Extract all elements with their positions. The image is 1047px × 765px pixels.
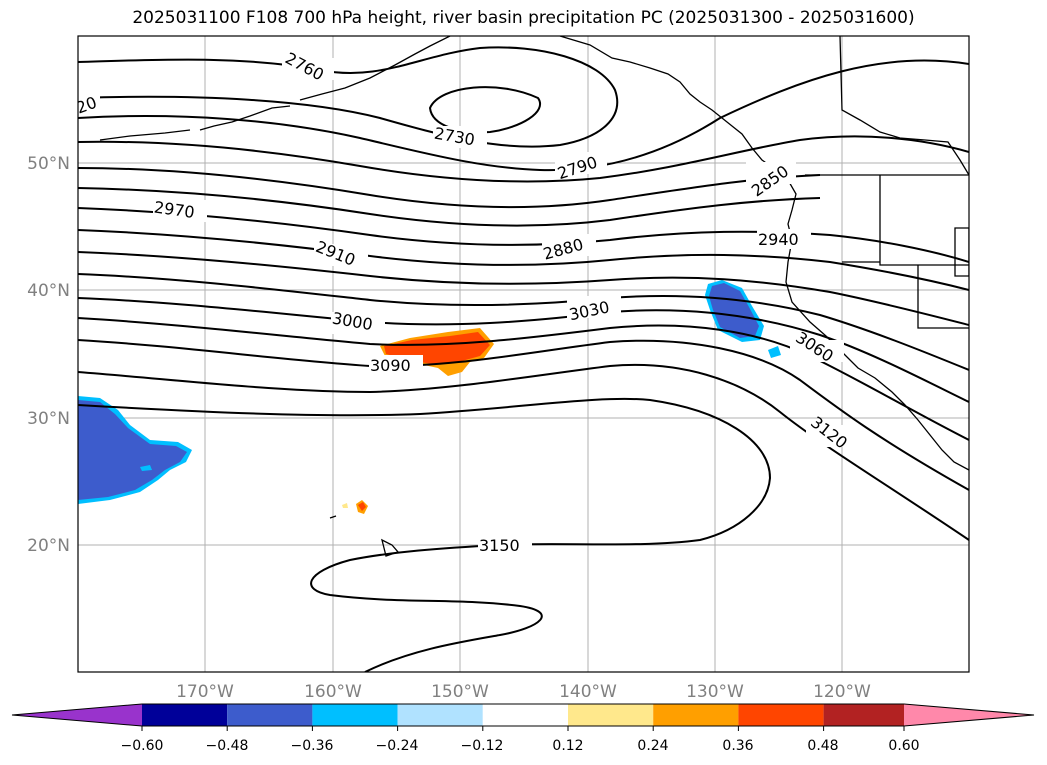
longitude-labels: 170°W 160°W 150°W 140°W 130°W 120°W — [176, 682, 871, 702]
lon-label: 170°W — [176, 682, 234, 702]
colorbar-extend-low — [12, 704, 142, 726]
colorbar-tick-label: −0.60 — [121, 738, 164, 754]
colorbar-tick-label: −0.48 — [206, 738, 249, 754]
contour-labels: 20 2760 2730 2790 2850 2970 2940 2910 28… — [74, 49, 858, 555]
contour-label: 3090 — [370, 356, 411, 375]
lat-label: 20°N — [27, 536, 70, 556]
lon-label: 140°W — [559, 682, 617, 702]
colorbar-segment — [738, 704, 824, 726]
lon-label: 130°W — [686, 682, 744, 702]
colorbar-segment — [142, 704, 228, 726]
precip-anomaly-east — [705, 280, 781, 358]
lon-label: 120°W — [813, 682, 871, 702]
colorbar-tick-label: −0.12 — [461, 738, 504, 754]
latitude-labels: 50°N 40°N 30°N 20°N — [27, 154, 70, 556]
lon-label: 160°W — [304, 682, 362, 702]
colorbar-segment — [568, 704, 654, 726]
colorbar-segment — [653, 704, 739, 726]
colorbar-tick-label: 0.48 — [807, 738, 838, 754]
colorbar-segment — [482, 704, 568, 726]
plot-frame — [77, 35, 970, 673]
map-title: 2025031100 F108 700 hPa height, river ba… — [132, 8, 915, 28]
colorbar-tick-label: 0.36 — [722, 738, 753, 754]
colorbar-tick-label: 0.12 — [552, 738, 583, 754]
colorbar-tick-label: 0.60 — [888, 738, 919, 754]
colorbar-segment — [823, 704, 904, 726]
colorbar: −0.60 −0.48 −0.36 −0.24 −0.12 0.12 0.24 … — [11, 703, 1035, 754]
lat-label: 50°N — [27, 154, 70, 174]
precip-anomaly-west — [78, 396, 192, 504]
colorbar-extend-high — [904, 704, 1034, 726]
lon-label: 150°W — [431, 682, 489, 702]
contour-label: 2940 — [758, 230, 799, 249]
contour-label: 3150 — [479, 536, 520, 555]
colorbar-segment — [227, 704, 313, 726]
lat-label: 30°N — [27, 409, 70, 429]
colorbar-tick-label: −0.36 — [291, 738, 334, 754]
lat-label: 40°N — [27, 281, 70, 301]
colorbar-tick-label: 0.24 — [637, 738, 668, 754]
colorbar-segment — [397, 704, 483, 726]
colorbar-tick-label: −0.24 — [376, 738, 419, 754]
contour-label: 20 — [74, 93, 100, 118]
colorbar-segment — [312, 704, 398, 726]
